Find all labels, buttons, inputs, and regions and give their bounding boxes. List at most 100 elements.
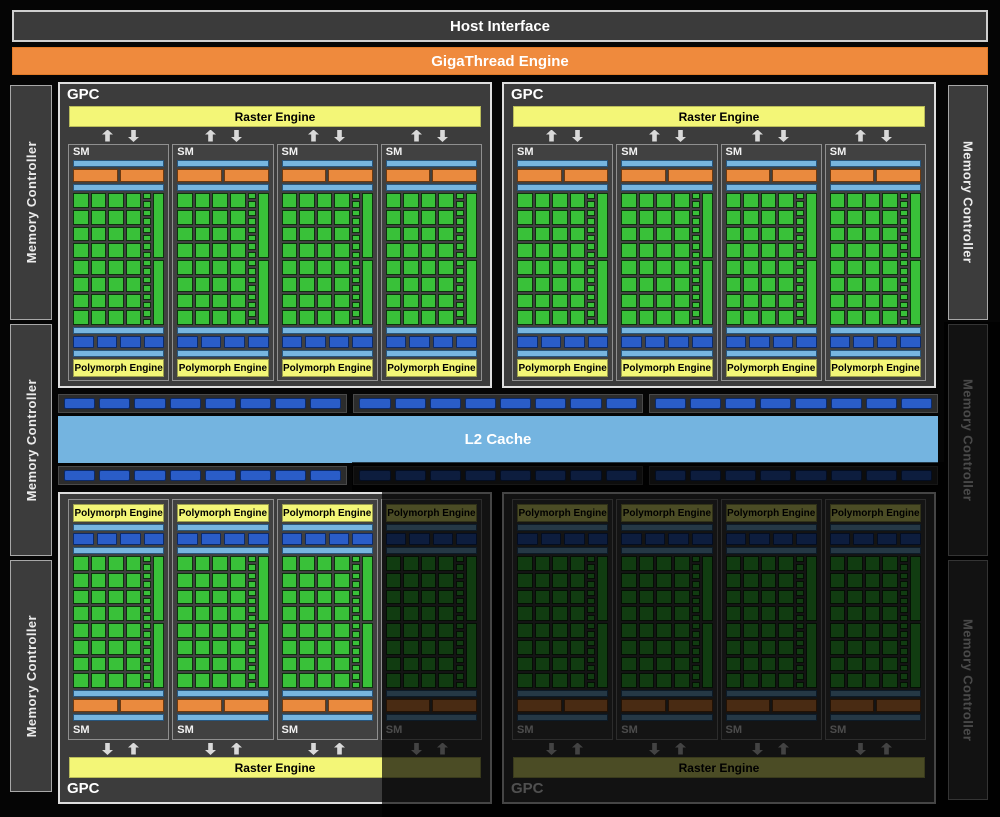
crossbar-block [275, 470, 307, 481]
sm-raster-arrows [504, 127, 934, 144]
ldst-unit [795, 251, 804, 258]
sm-label: SM [385, 146, 403, 158]
cuda-core [90, 639, 107, 655]
cuda-core [638, 209, 655, 225]
crossbar-block [689, 470, 721, 481]
cuda-core [281, 276, 298, 292]
cuda-core [438, 556, 454, 571]
cuda-core [90, 193, 107, 208]
ldst-unit [587, 260, 596, 267]
ldst-unit-pair [691, 639, 700, 655]
warp-scheduler-block [432, 699, 477, 712]
cuda-core [778, 656, 794, 672]
interconnect-bar [725, 327, 817, 334]
ldst-unit [456, 581, 464, 588]
ldst-unit [587, 276, 596, 284]
cuda-core [517, 572, 533, 588]
cuda-core [638, 193, 655, 208]
sm-label: SM [73, 724, 90, 736]
cuda-core [534, 226, 551, 242]
cuda-core [673, 310, 690, 325]
ldst-unit-pair [795, 293, 804, 309]
cuda-core [621, 572, 637, 588]
cuda-core [334, 656, 350, 672]
sfu-strip [597, 193, 609, 258]
cuda-core [177, 209, 193, 225]
ldst-unit [143, 209, 152, 217]
ldst-unit-pair [795, 606, 804, 621]
polymorph-engine-bar: Polymorph Engine [177, 359, 269, 377]
warp-scheduler-row [281, 699, 373, 712]
dispatch-unit-block [385, 533, 407, 545]
dispatch-unit-row [725, 533, 817, 545]
cuda-core [438, 243, 454, 258]
ldst-unit [143, 285, 152, 292]
sfu-strip [701, 193, 713, 258]
cuda-core [281, 639, 298, 655]
ldst-unit [351, 301, 360, 309]
cuda-core [569, 293, 586, 309]
crossbar-block [394, 398, 426, 409]
instruction-cache-bar [73, 160, 165, 167]
cuda-core [760, 193, 777, 208]
sfu-strip [597, 556, 609, 621]
register-file-bar [73, 184, 165, 191]
cuda-core [385, 193, 402, 208]
cuda-core [673, 276, 690, 292]
ldst-unit-pair [900, 673, 908, 688]
ldst-unit [247, 614, 256, 621]
ldst-unit [795, 606, 804, 613]
ldst-unit [456, 301, 464, 309]
cuda-core [108, 293, 124, 309]
dispatch-unit-block [456, 533, 477, 545]
instruction-cache-bar [177, 714, 269, 721]
ldst-unit [247, 226, 256, 233]
cuda-core [90, 209, 107, 225]
ldst-unit-pair [900, 243, 908, 258]
dispatch-unit-block [829, 533, 851, 545]
ldst-unit [247, 581, 256, 588]
down-arrow-icon [778, 130, 789, 142]
cuda-core-grid [517, 193, 609, 325]
ldst-unit [456, 293, 464, 300]
cuda-core [316, 193, 333, 208]
ldst-unit [351, 648, 360, 655]
cuda-core [90, 572, 107, 588]
sfu-strip [701, 623, 713, 688]
cuda-core [760, 293, 777, 309]
cuda-core [420, 572, 437, 588]
cuda-core [569, 673, 586, 688]
cuda-core [673, 589, 690, 605]
cuda-core [778, 673, 794, 688]
sm-row: Polymorph Engine SM Polymorph Engine SM Poly… [512, 499, 926, 740]
ldst-unit [351, 623, 360, 630]
cuda-core [656, 623, 672, 638]
arrow-pair [275, 127, 378, 144]
cuda-core [194, 209, 211, 225]
ldst-unit [351, 664, 360, 672]
cuda-core [438, 209, 454, 225]
down-arrow-icon [881, 130, 892, 142]
cuda-core [847, 260, 863, 275]
ldst-unit-pair [456, 556, 464, 571]
ldst-unit [143, 648, 152, 655]
ldst-unit [900, 218, 908, 225]
ldst-unit [143, 276, 152, 284]
cuda-core [864, 623, 881, 638]
cuda-core [656, 276, 672, 292]
sm-block: SM Polymorph Engine [720, 144, 822, 381]
cuda-core [552, 589, 568, 605]
warp-scheduler-block [432, 169, 477, 182]
register-file-bar [517, 184, 609, 191]
interconnect-bar [725, 547, 817, 554]
ldst-unit [587, 318, 596, 325]
cuda-core-grid [177, 556, 269, 688]
ldst-unit [900, 648, 908, 655]
cuda-core-grid [621, 556, 713, 688]
ldst-unit [247, 681, 256, 688]
cuda-core [212, 276, 228, 292]
cuda-core [281, 243, 298, 258]
cuda-core [621, 226, 637, 242]
cuda-core [847, 639, 863, 655]
ldst-unit [456, 318, 464, 325]
